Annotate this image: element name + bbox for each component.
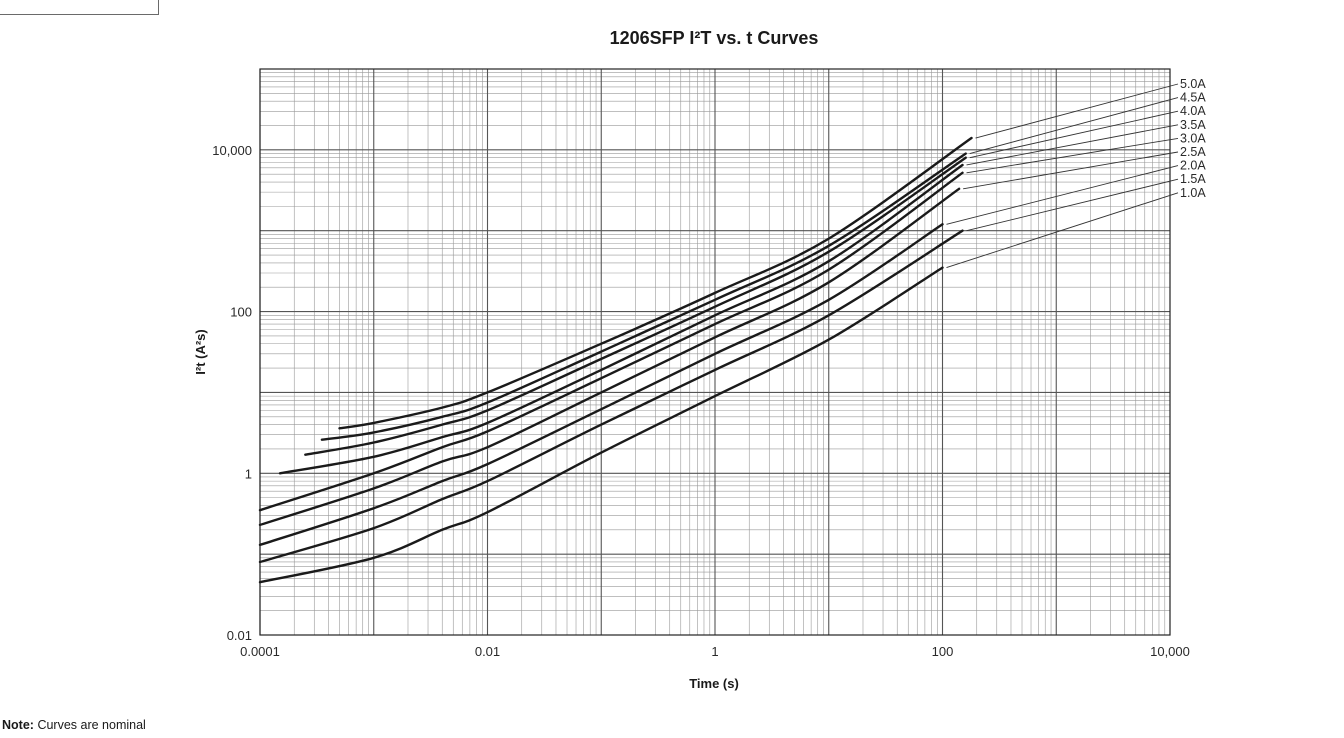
x-tick-label: 100	[932, 644, 954, 659]
leader-line	[966, 137, 1179, 174]
leader-line	[969, 110, 1179, 159]
note-label: Note:	[2, 718, 34, 732]
leader-line	[963, 151, 1179, 190]
curve-4.0A	[304, 156, 967, 456]
x-tick-label: 0.0001	[240, 644, 280, 659]
x-axis-label: Time (s)	[689, 676, 739, 691]
leader-line	[966, 124, 1179, 166]
curve-2.0A	[258, 223, 944, 547]
y-tick-label: 10,000	[212, 143, 252, 158]
legend-label: 3.5A	[1180, 118, 1206, 132]
curve-3.0A	[258, 171, 964, 512]
curve-5.0A	[338, 136, 973, 430]
plot-frame	[259, 68, 1171, 636]
leader-line	[975, 83, 1179, 139]
leader-line	[966, 178, 1179, 232]
curve-3.5A	[278, 163, 964, 475]
y-tick-label: 0.01	[227, 628, 252, 643]
legend-label: 4.5A	[1180, 91, 1206, 105]
note-text: Curves are nominal	[37, 718, 146, 732]
leader-line	[946, 165, 1179, 225]
x-tick-labels: 0.0001 0.01 1 100 10,000	[240, 644, 1190, 659]
legend: 5.0A4.5A4.0A3.5A3.0A2.5A2.0A1.5A1.0A	[946, 77, 1206, 269]
legend-label: 2.5A	[1180, 145, 1206, 159]
legend-label: 4.0A	[1180, 104, 1206, 118]
x-tick-label: 0.01	[475, 644, 500, 659]
x-tick-label: 1	[711, 644, 718, 659]
curve-1.5A	[258, 229, 964, 564]
corner-box	[0, 0, 159, 15]
y-tick-label: 1	[245, 466, 252, 481]
legend-label: 3.0A	[1180, 131, 1206, 145]
legend-label: 1.5A	[1180, 172, 1206, 186]
legend-label: 5.0A	[1180, 77, 1206, 91]
y-tick-label: 100	[230, 305, 252, 320]
leader-line	[969, 97, 1179, 154]
note: Note: Curves are nominal	[2, 718, 146, 732]
legend-label: 1.0A	[1180, 186, 1206, 200]
legend-label: 2.0A	[1180, 159, 1206, 173]
curves	[258, 136, 973, 584]
curve-2.5A	[258, 187, 961, 527]
y-tick-labels: 0.01 1 100 10,000	[212, 143, 252, 643]
y-axis-label: I²t (A²s)	[193, 329, 208, 375]
curve-1.0A	[258, 266, 944, 584]
leader-line	[946, 192, 1179, 269]
chart-title: 1206SFP I²T vs. t Curves	[610, 28, 819, 48]
x-tick-label: 10,000	[1150, 644, 1190, 659]
curve-4.5A	[320, 152, 967, 441]
